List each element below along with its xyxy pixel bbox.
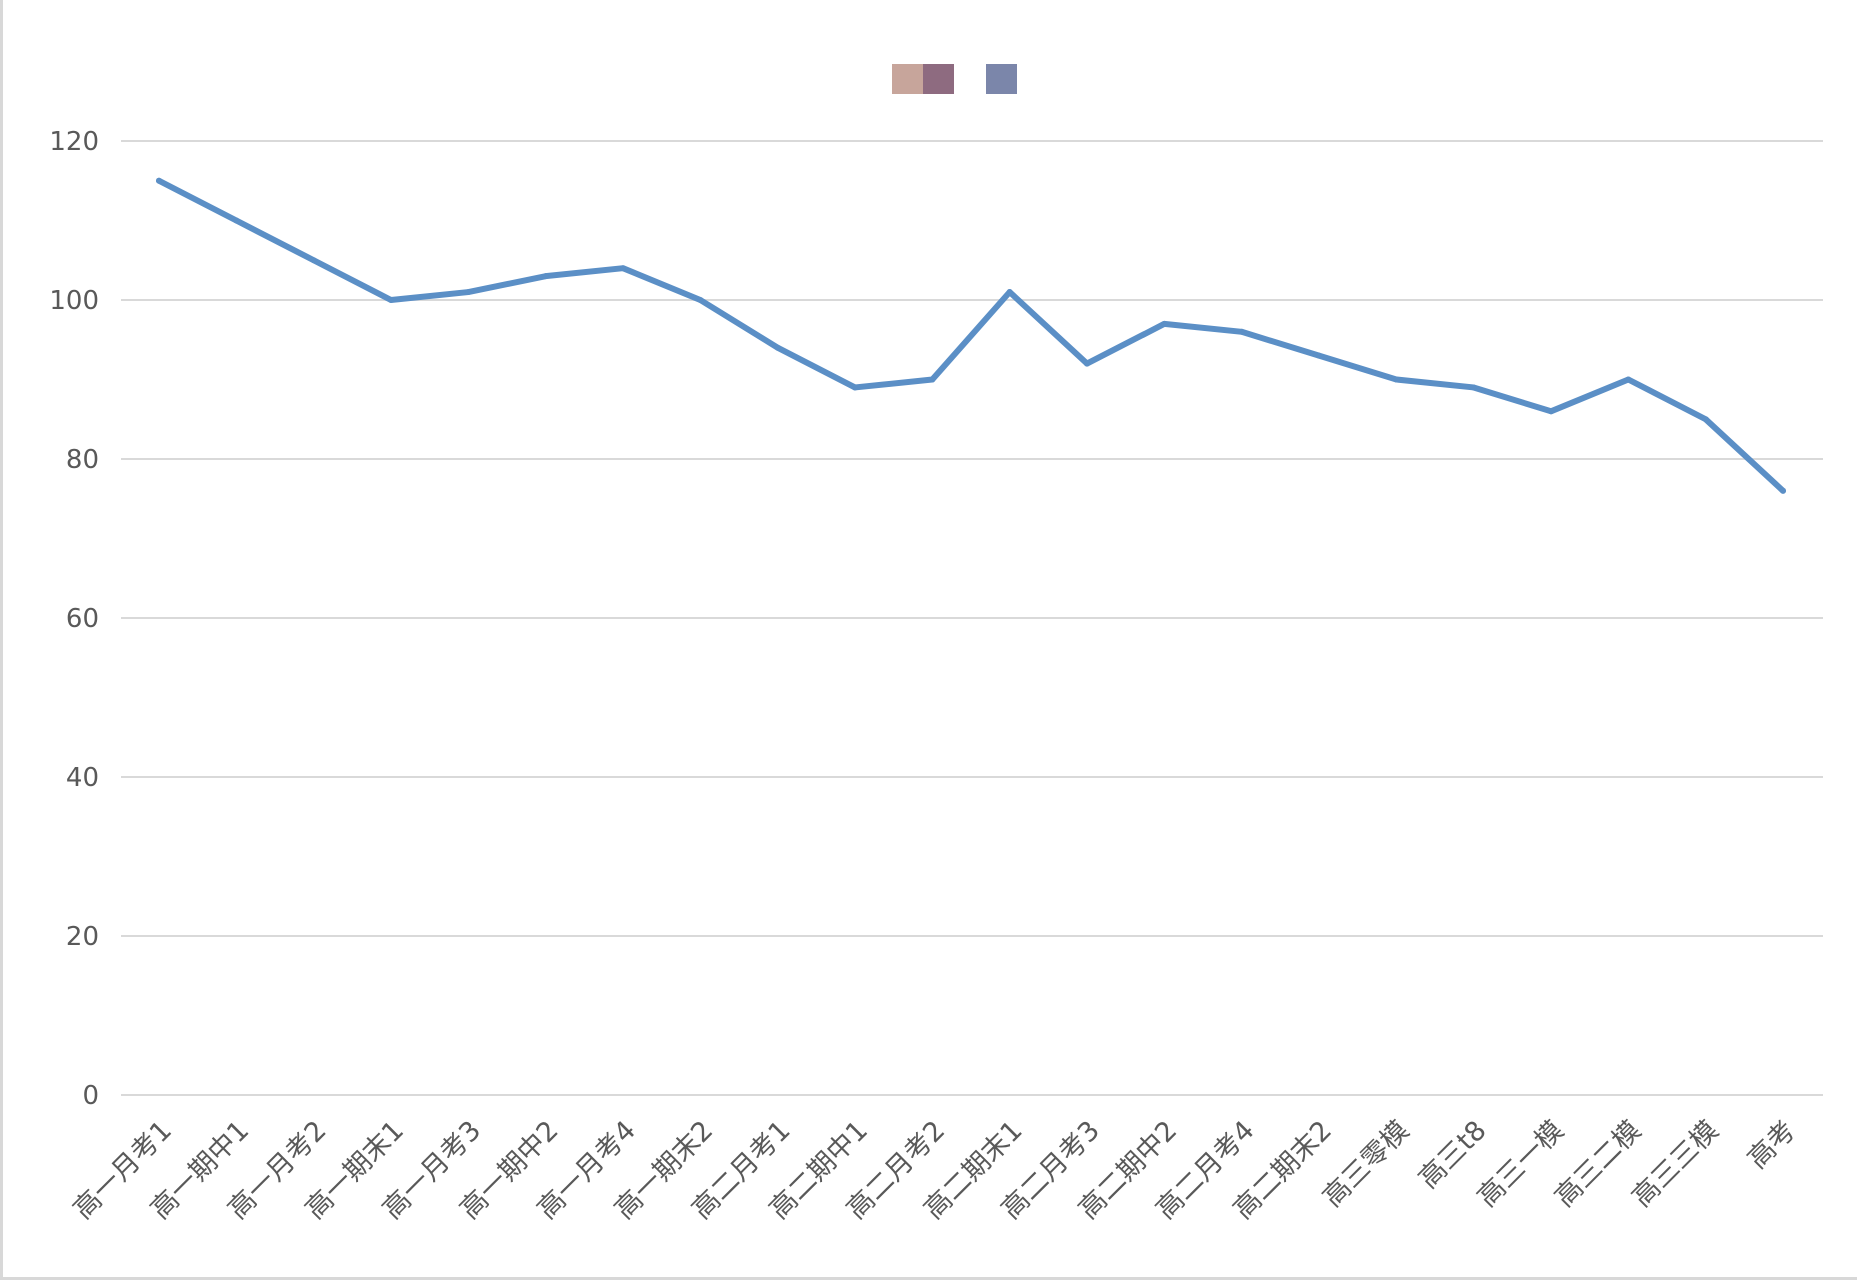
data-point [1393,376,1400,383]
y-tick-label: 0 [82,1081,99,1111]
data-point [233,217,240,224]
data-point [620,265,626,272]
legend-swatch [923,64,954,94]
x-tick-label: 高考 [1742,1115,1802,1175]
data-point [156,177,162,184]
line-chart: 0 20 40 60 80 100 120 高一月考1高一期中1高一月考2高一期末1高一月考… [49,64,1823,1225]
y-tick-label: 100 [49,286,99,316]
y-tick-label: 120 [49,127,99,157]
x-axis-tick-labels: 高一月考1高一期中1高一月考2高一期末1高一月考3高一期中2高一月考4高一期末2… [68,1115,1802,1225]
y-tick-label: 60 [66,604,99,634]
legend [892,64,1017,94]
legend-swatch [892,64,923,94]
data-point [1161,320,1168,327]
data-point [465,289,472,296]
x-tick-label: 高三零模 [1317,1115,1415,1213]
data-point [1625,376,1632,383]
data-point [1238,328,1245,335]
data-point [1470,384,1477,391]
data-point [774,344,781,351]
legend-swatch [986,64,1017,94]
data-point [1780,487,1786,494]
data-point [310,257,317,264]
data-point [388,297,394,303]
data-point [852,384,858,391]
data-point [1084,360,1090,367]
data-point [1702,416,1709,423]
series-group [156,177,1786,494]
grid-lines [121,140,1823,1096]
y-axis-tick-labels: 0 20 40 60 80 100 120 [49,127,99,1111]
data-point [1316,352,1322,359]
data-point [929,376,936,383]
data-point [1548,408,1554,415]
data-point [697,297,704,303]
data-point [1006,289,1013,296]
x-tick-label: 高三三模 [1626,1115,1724,1213]
y-tick-label: 80 [66,445,99,475]
y-tick-label: 20 [66,922,99,952]
series-line [156,177,1786,494]
y-tick-label: 40 [66,763,99,793]
data-point [542,273,549,280]
